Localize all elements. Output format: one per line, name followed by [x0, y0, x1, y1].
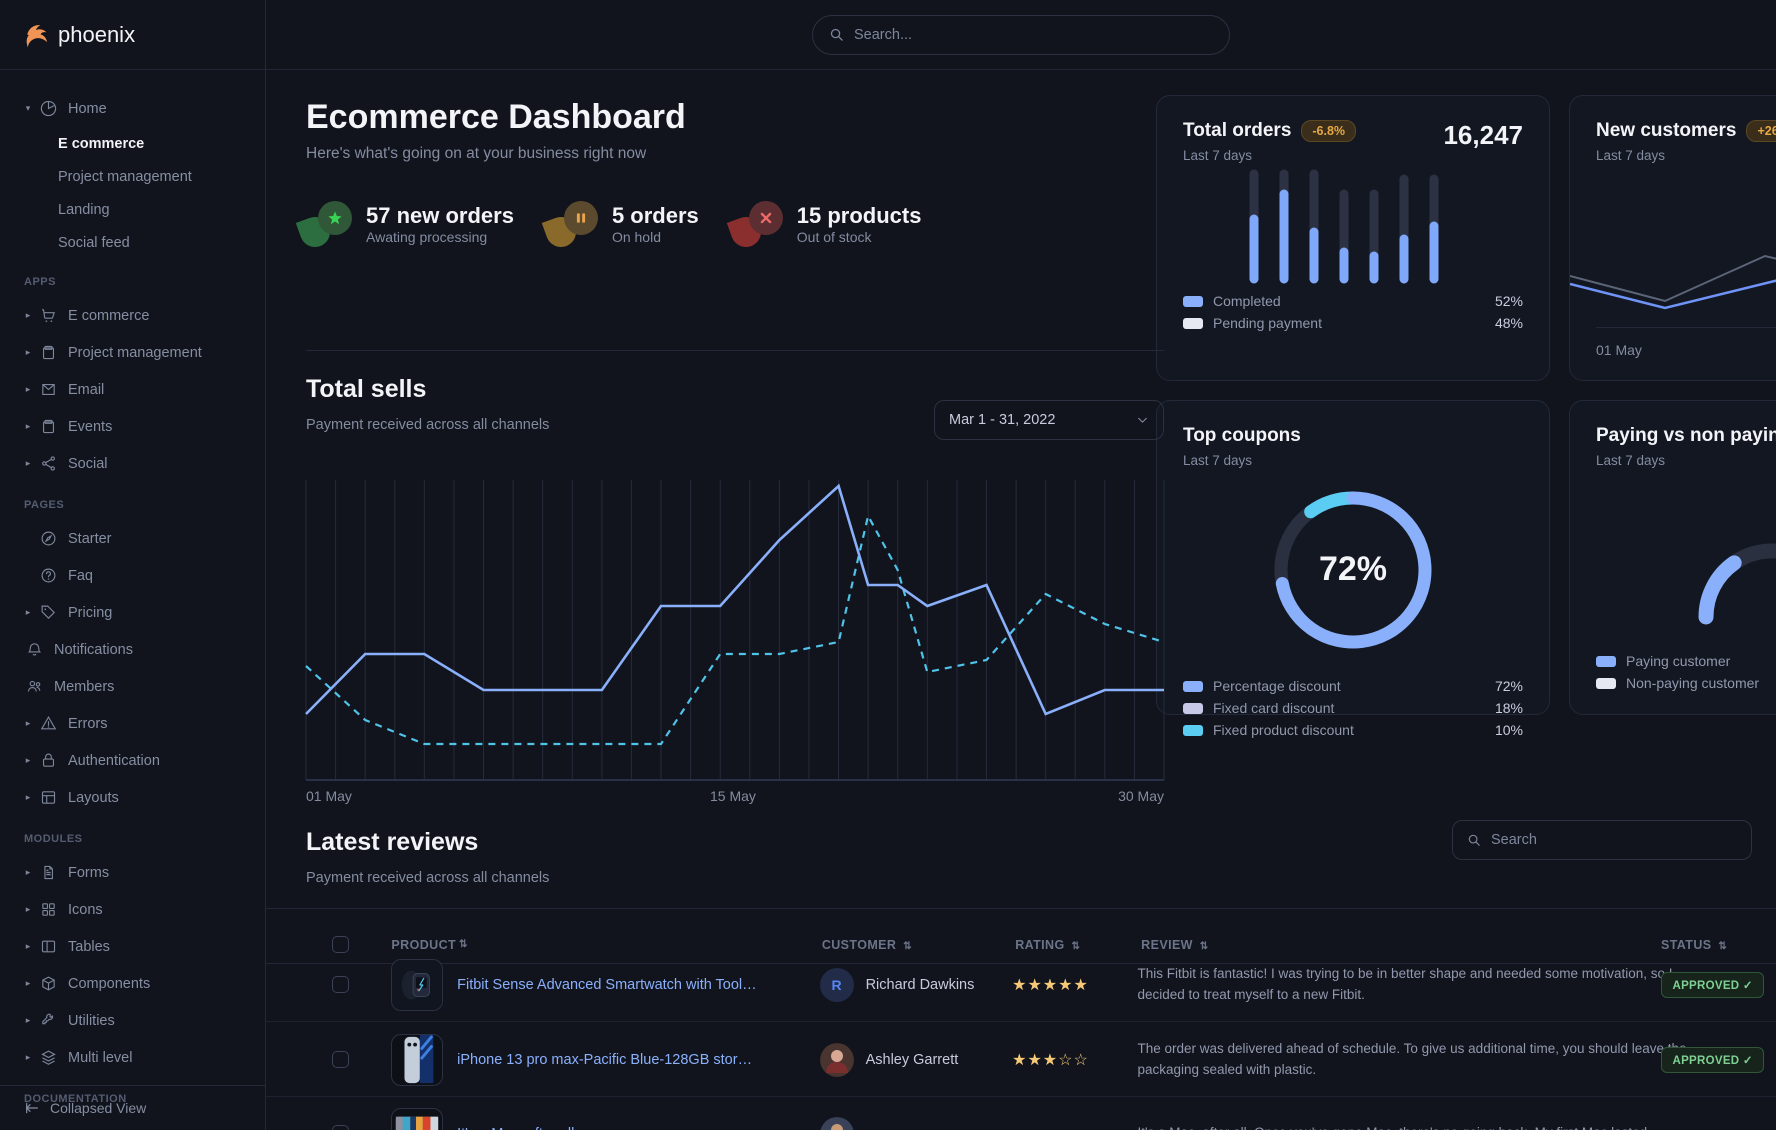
svg-text:72%: 72%	[1319, 550, 1387, 588]
